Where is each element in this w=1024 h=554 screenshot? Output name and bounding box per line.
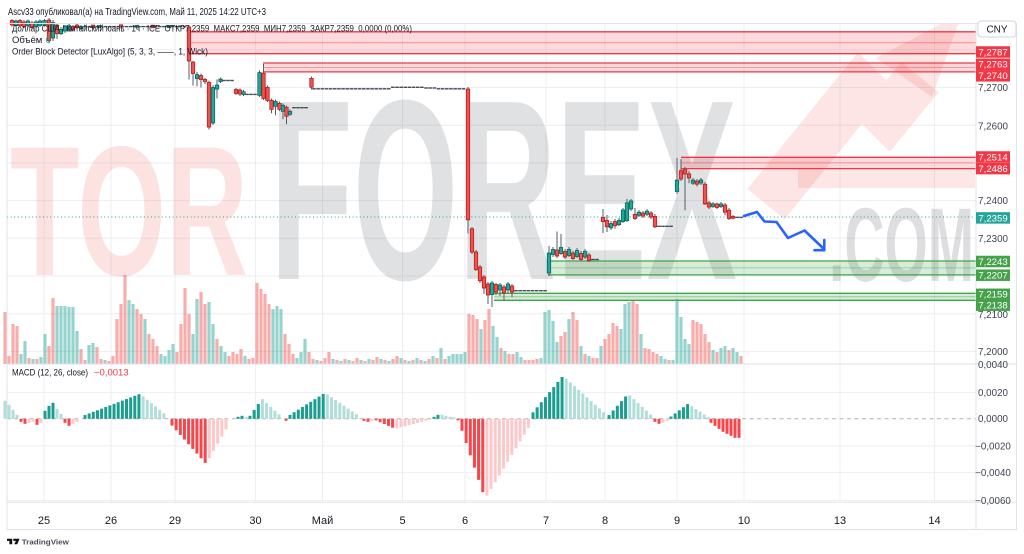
svg-text:CNY: CNY <box>986 25 1007 36</box>
svg-text:−0,0013: −0,0013 <box>94 368 129 379</box>
svg-text:7,2243: 7,2243 <box>978 257 1007 268</box>
svg-text:Май: Май <box>312 515 334 527</box>
svg-text:6: 6 <box>46 35 51 46</box>
svg-text:7: 7 <box>543 515 549 527</box>
svg-text:7,2359: 7,2359 <box>978 213 1007 224</box>
svg-text:7,2600: 7,2600 <box>978 122 1009 133</box>
svg-text:7,2138: 7,2138 <box>978 301 1007 312</box>
svg-text:Доллар США / Китайский юань ·: Доллар США / Китайский юань · 1ч · ICE О… <box>12 24 412 35</box>
svg-text:7,2514: 7,2514 <box>978 152 1008 163</box>
svg-text:7,2740: 7,2740 <box>978 71 1007 82</box>
svg-text:TOR: TOR <box>10 109 248 315</box>
svg-text:7,2700: 7,2700 <box>978 83 1009 94</box>
svg-text:5: 5 <box>399 515 405 527</box>
svg-text:0,0040: 0,0040 <box>978 360 1009 371</box>
svg-text:Order Block Detector [LuxAlgo]: Order Block Detector [LuxAlgo] (5, 3, 3,… <box>12 47 208 58</box>
svg-text:9: 9 <box>674 515 680 527</box>
svg-text:TradingView: TradingView <box>22 537 69 546</box>
svg-text:0,0020: 0,0020 <box>978 388 1009 399</box>
svg-text:14: 14 <box>928 515 940 527</box>
svg-text:MACD (12, 26, close): MACD (12, 26, close) <box>12 368 88 379</box>
svg-text:10: 10 <box>738 515 750 527</box>
svg-text:7,2000: 7,2000 <box>978 347 1009 358</box>
svg-text:−0,0020: −0,0020 <box>975 441 1011 452</box>
svg-text:Ascv33 опубликовал(а) на Tradi: Ascv33 опубликовал(а) на TradingView.com… <box>8 6 266 18</box>
svg-text:−0,0060: −0,0060 <box>975 496 1011 507</box>
svg-text:.COM: .COM <box>829 187 974 304</box>
svg-text:13: 13 <box>834 515 846 527</box>
svg-text:−0,0040: −0,0040 <box>975 468 1011 479</box>
svg-text:7,2159: 7,2159 <box>978 290 1007 301</box>
svg-text:8: 8 <box>602 515 608 527</box>
svg-text:25: 25 <box>38 515 50 527</box>
svg-text:7,2486: 7,2486 <box>978 164 1007 175</box>
svg-text:7,2787: 7,2787 <box>978 47 1007 58</box>
svg-text:7,2763: 7,2763 <box>978 60 1007 71</box>
svg-text:7,2207: 7,2207 <box>978 271 1007 282</box>
svg-text:Объём: Объём <box>12 35 42 46</box>
svg-text:0,0000: 0,0000 <box>978 414 1009 425</box>
svg-text:7,2400: 7,2400 <box>978 196 1009 207</box>
svg-text:6: 6 <box>462 515 468 527</box>
svg-text:29: 29 <box>169 515 181 527</box>
svg-text:30: 30 <box>249 515 261 527</box>
svg-text:7,2300: 7,2300 <box>978 234 1009 245</box>
svg-text:7,2100: 7,2100 <box>978 310 1009 321</box>
svg-text:26: 26 <box>105 515 117 527</box>
